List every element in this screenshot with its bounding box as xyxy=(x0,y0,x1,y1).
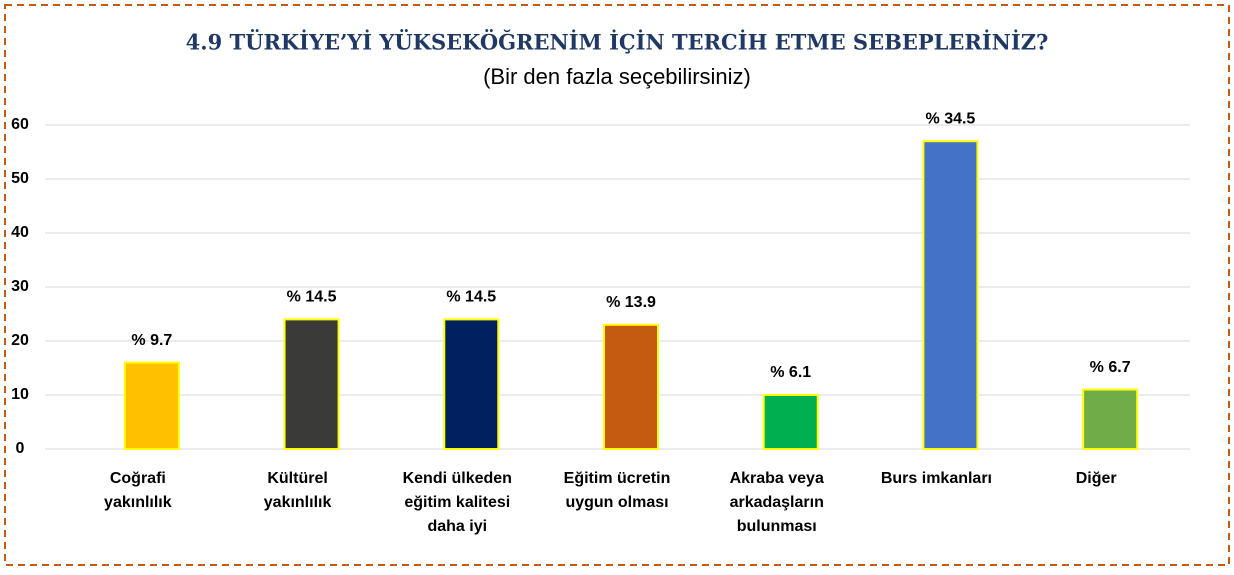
x-tick-label: Diğer xyxy=(1076,470,1117,487)
bar xyxy=(443,318,500,450)
x-tick-label: daha iyi xyxy=(427,518,487,535)
bar xyxy=(603,323,659,450)
value-label: % 14.5 xyxy=(446,289,496,306)
x-tick-label: bulunması xyxy=(737,518,817,535)
x-tick-label: Coğrafi xyxy=(110,470,166,487)
bar xyxy=(283,318,340,450)
y-tick-label: 50 xyxy=(11,170,29,187)
x-tick-label: Kendi ülkeden xyxy=(403,470,512,487)
x-tick-label: yakınlılık xyxy=(264,494,332,511)
y-tick-label: 60 xyxy=(11,116,29,133)
y-tick-label: 0 xyxy=(16,440,25,457)
bar xyxy=(922,140,979,450)
x-tick-label: Eğitim ücretin xyxy=(564,470,671,487)
y-tick-label: 20 xyxy=(11,332,29,349)
x-tick-label: Kültürel xyxy=(267,470,327,487)
value-label: % 13.9 xyxy=(606,294,656,311)
value-label: % 6.7 xyxy=(1090,359,1131,376)
x-tick-label: Akraba veya xyxy=(730,470,824,487)
y-tick-label: 40 xyxy=(11,224,29,241)
bar xyxy=(123,361,180,451)
frame xyxy=(4,4,1230,566)
chart-title: 4.9 TÜRKİYE’Yİ YÜKSEKÖĞRENİM İÇİN TERCİH… xyxy=(186,30,1049,55)
x-tick-label: yakınlılık xyxy=(104,494,172,511)
value-label: % 14.5 xyxy=(287,289,337,306)
value-label: % 9.7 xyxy=(131,332,172,349)
x-tick-label: eğitim kalitesi xyxy=(404,494,510,511)
chart-subtitle: (Bir den fazla seçebilirsiniz) xyxy=(483,64,751,89)
bar xyxy=(1082,388,1139,451)
value-label: % 6.1 xyxy=(770,364,811,381)
x-tick-label: uygun olması xyxy=(565,494,668,511)
x-tick-label: Burs imkanları xyxy=(881,470,992,487)
x-tick-label: arkadaşların xyxy=(730,494,824,511)
y-tick-label: 10 xyxy=(11,386,29,403)
y-tick-label: 30 xyxy=(11,278,29,295)
bar xyxy=(762,394,819,450)
value-label: % 34.5 xyxy=(926,110,976,127)
